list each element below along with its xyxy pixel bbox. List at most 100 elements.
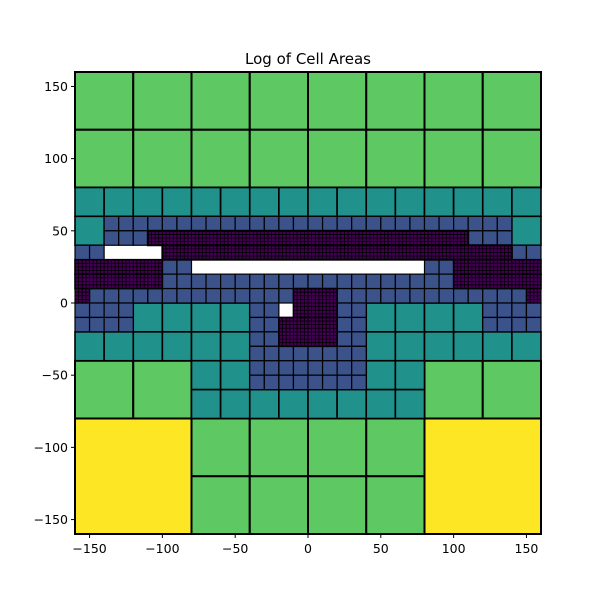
heatmap-cell <box>467 215 484 232</box>
heatmap-cell <box>511 302 528 319</box>
heatmap-cell <box>307 417 368 478</box>
heatmap-cell <box>249 287 265 304</box>
heatmap-cell <box>511 215 542 247</box>
heatmap-cell <box>190 475 251 535</box>
heatmap-cell <box>380 215 396 232</box>
heatmap-cell <box>103 316 120 333</box>
heatmap-cell <box>307 360 324 376</box>
heatmap-cell <box>248 71 309 131</box>
heatmap-cell <box>481 331 513 362</box>
heatmap-cell <box>132 302 164 333</box>
heatmap-cell <box>307 128 368 189</box>
heatmap-cell <box>336 215 353 232</box>
heatmap-cell <box>496 230 513 246</box>
heatmap-cell <box>118 230 134 246</box>
heatmap-cell <box>380 287 396 304</box>
x-tick-label: 150 <box>515 541 539 556</box>
heatmap-cell <box>394 388 426 420</box>
heatmap-cell <box>161 215 178 232</box>
heatmap-cell <box>321 273 338 290</box>
heatmap-cell <box>336 345 353 362</box>
heatmap-cell <box>249 273 265 290</box>
heatmap-cell <box>307 186 338 218</box>
heatmap-cell <box>525 302 542 319</box>
heatmap-cell <box>482 302 498 319</box>
heatmap-cell <box>292 273 309 290</box>
heatmap-cell <box>263 331 280 347</box>
heatmap-cell <box>176 273 193 290</box>
heatmap-cell <box>336 302 353 319</box>
x-tick-label: −50 <box>222 541 248 556</box>
heatmap-cell <box>263 302 280 319</box>
heatmap-cell <box>336 287 353 304</box>
heatmap-cell <box>118 316 134 333</box>
heatmap-cell <box>161 273 178 290</box>
heatmap-cell <box>74 359 135 420</box>
heatmap-cell <box>365 331 397 362</box>
heatmap-cell <box>365 417 426 478</box>
heatmap-cell <box>88 316 105 333</box>
heatmap-cell <box>190 273 207 290</box>
heatmap-cell <box>249 302 265 319</box>
heatmap-cell <box>263 374 280 391</box>
heatmap-cell <box>132 186 164 218</box>
heatmap-cell <box>263 316 280 333</box>
heatmap-cell <box>467 287 484 304</box>
heatmap-cell <box>307 374 324 391</box>
heatmap-cell <box>394 359 426 391</box>
heatmap-cell <box>74 302 91 319</box>
heatmap-cell <box>525 316 542 333</box>
heatmap-cell <box>220 273 236 290</box>
heatmap-cell <box>307 345 324 362</box>
heatmap-cell <box>190 71 251 131</box>
heatmap-cell <box>205 273 222 290</box>
heatmap-cell <box>365 273 382 290</box>
heatmap-cell <box>88 302 105 319</box>
x-tick-label: −150 <box>72 541 106 556</box>
heatmap-cell <box>278 360 295 376</box>
x-tick-label: −100 <box>145 541 179 556</box>
heatmap-cell <box>74 316 91 333</box>
heatmap-cell <box>278 186 309 218</box>
heatmap-cell <box>263 215 280 232</box>
heatmap-cell <box>336 331 353 347</box>
heatmap-cell <box>292 215 309 232</box>
heatmap-cell <box>438 287 455 304</box>
heatmap-cell <box>263 287 280 304</box>
y-tick-label: 150 <box>44 79 68 94</box>
heatmap-cell <box>103 186 135 218</box>
heatmap-cell <box>147 215 163 232</box>
heatmap-cell <box>482 316 498 333</box>
heatmap-cell <box>132 128 193 189</box>
heatmap-cell <box>438 259 455 275</box>
heatmap-cell <box>118 287 134 304</box>
heatmap-cell <box>336 273 353 290</box>
heatmap-cell <box>351 331 367 347</box>
heatmap-cell <box>336 316 353 333</box>
heatmap-cell <box>423 287 440 304</box>
y-tick-label: 50 <box>52 223 68 238</box>
heatmap-cell <box>365 302 397 333</box>
heatmap-cell <box>394 287 411 304</box>
heatmap-cell <box>365 475 426 535</box>
heatmap-cell <box>219 359 251 391</box>
heatmap-cell <box>423 186 455 218</box>
heatmap-cell <box>336 360 353 376</box>
heatmap-cell <box>307 388 338 420</box>
heatmap-cell <box>88 287 105 304</box>
heatmap-cell <box>103 302 120 319</box>
heatmap-cell <box>452 331 484 362</box>
heatmap-cell <box>423 331 455 362</box>
heatmap-cell <box>176 259 193 275</box>
heatmap-cell <box>321 345 338 362</box>
y-tick-label: 100 <box>44 151 68 166</box>
heatmap-cell <box>481 128 542 189</box>
heatmap-cell <box>423 417 542 535</box>
heatmap-cell <box>307 273 324 290</box>
heatmap-cell <box>278 287 295 304</box>
heatmap-cell <box>234 287 251 304</box>
heatmap-cell <box>190 302 222 333</box>
heatmap-cell <box>132 230 149 246</box>
heatmap-cell <box>394 273 411 290</box>
